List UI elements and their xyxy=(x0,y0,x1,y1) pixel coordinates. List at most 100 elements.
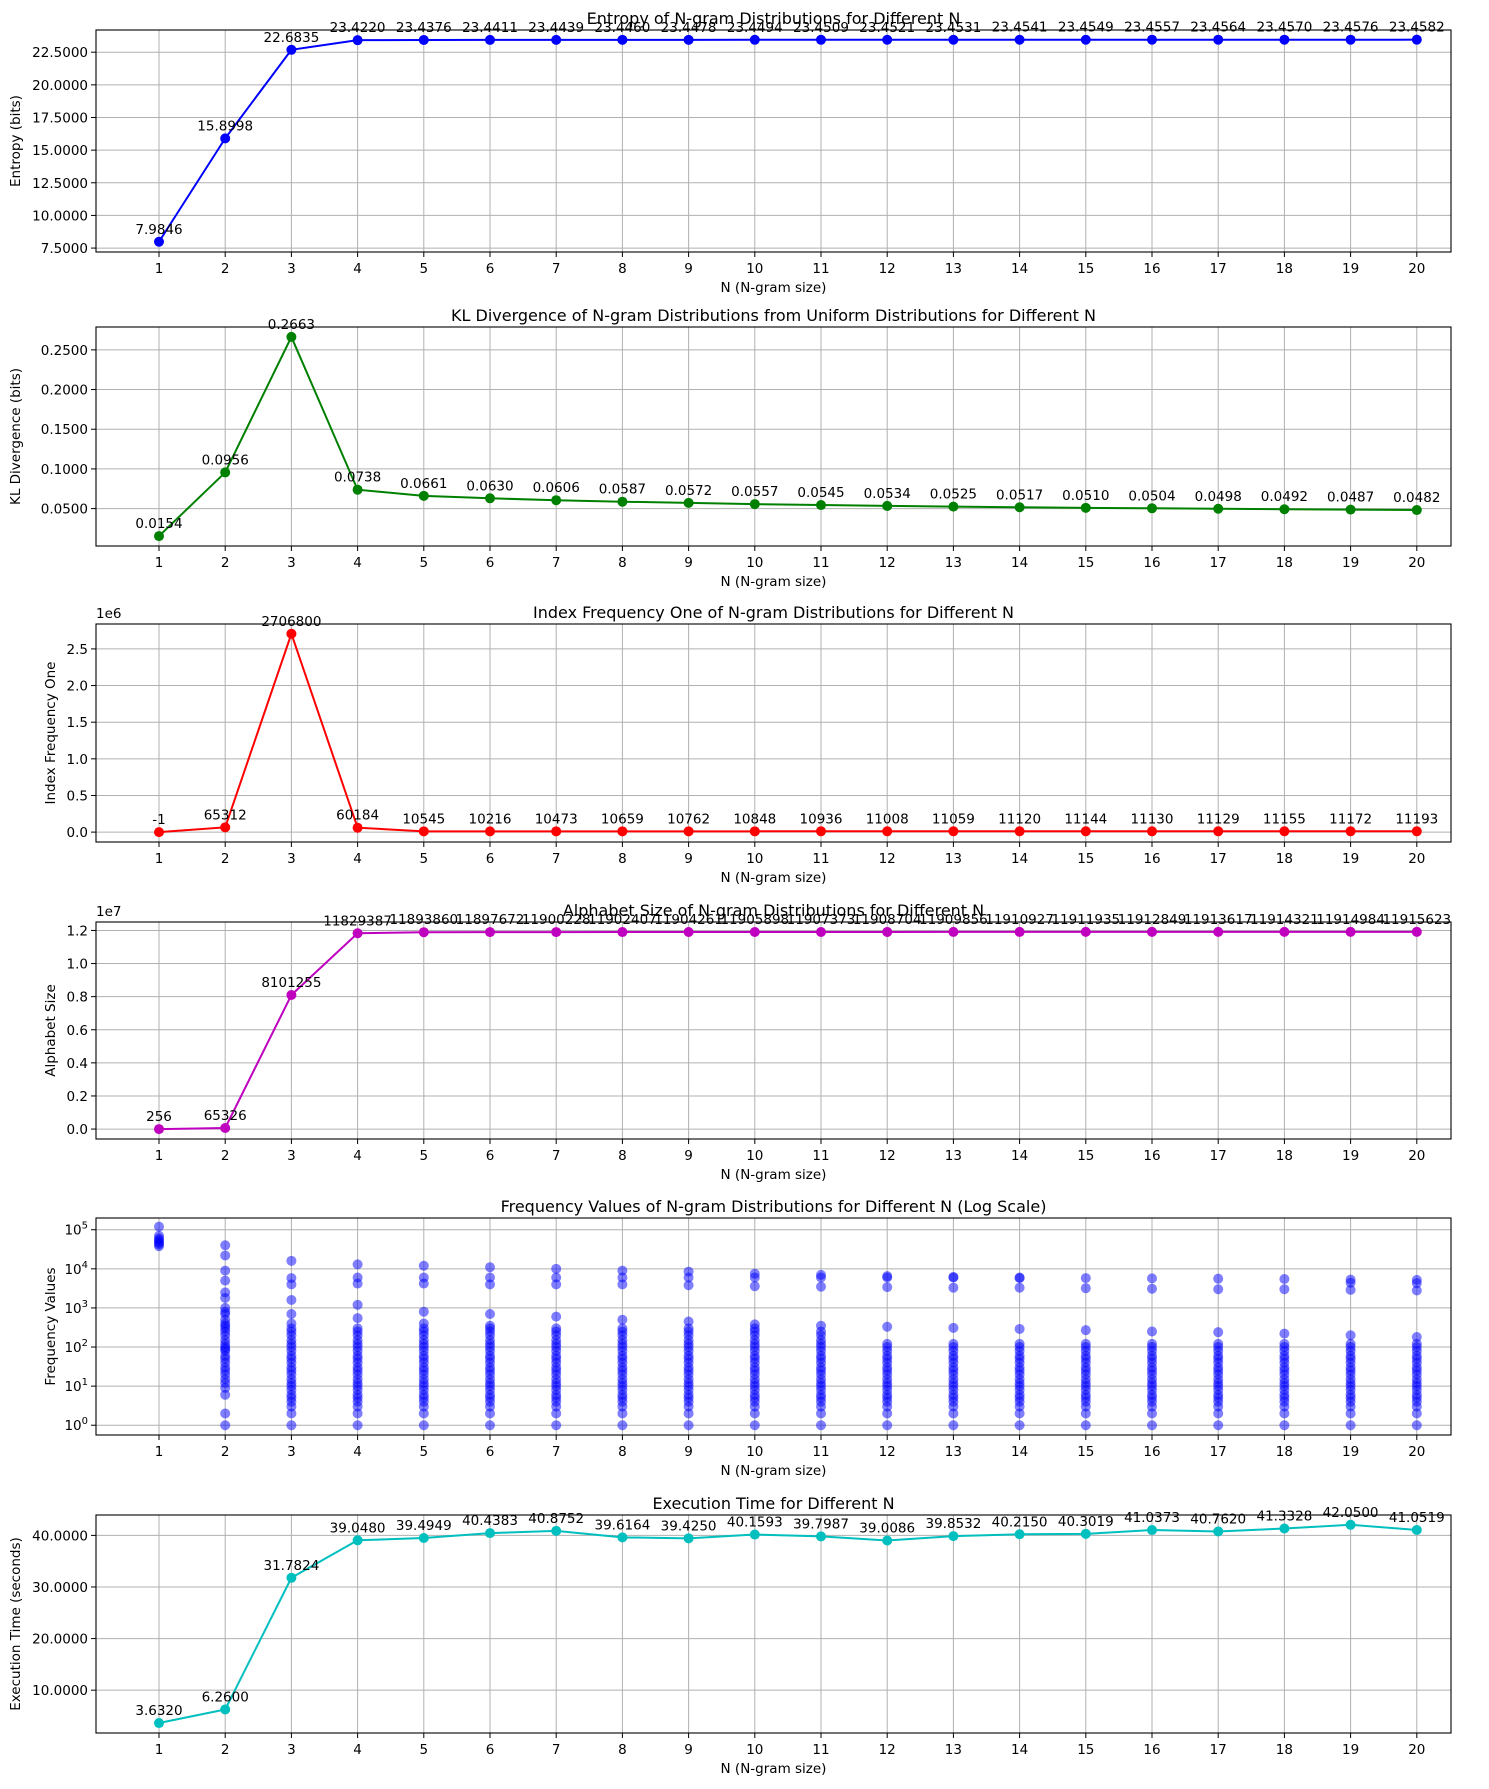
y-tick-label: 0.0500 xyxy=(41,502,88,518)
data-label: 0.0545 xyxy=(797,485,844,501)
x-tick-label: 6 xyxy=(486,851,495,867)
scatter-point xyxy=(816,1408,826,1419)
x-tick-label: 3 xyxy=(287,1148,296,1164)
x-tick-label: 7 xyxy=(552,1148,561,1164)
data-point xyxy=(617,826,628,837)
data-point xyxy=(816,34,826,45)
x-tick-label: 6 xyxy=(486,1444,495,1460)
x-tick-label: 10 xyxy=(746,555,763,571)
data-point xyxy=(1213,826,1224,837)
data-label: 40.3019 xyxy=(1058,1514,1114,1530)
y-tick-label: 101 xyxy=(64,1377,88,1395)
x-tick-label: 20 xyxy=(1408,1444,1425,1460)
scatter-point xyxy=(617,1420,628,1431)
data-label: 41.3328 xyxy=(1256,1509,1312,1525)
y-tick-label: 100 xyxy=(64,1416,88,1434)
data-point xyxy=(749,1529,760,1540)
x-tick-label: 18 xyxy=(1276,1444,1293,1460)
x-tick-label: 11 xyxy=(812,1742,829,1758)
scatter-point xyxy=(1014,1273,1025,1284)
x-tick-label: 20 xyxy=(1408,1742,1425,1758)
data-label: 11911935 xyxy=(1051,912,1120,928)
scatter-point xyxy=(551,1401,562,1412)
scatter-point xyxy=(617,1272,628,1283)
y-tick-label: 0.2500 xyxy=(41,343,88,359)
scatter-point xyxy=(418,1420,429,1431)
scatter-point xyxy=(485,1308,495,1319)
data-label: 0.0510 xyxy=(1062,488,1109,504)
data-label: 11914321 xyxy=(1250,912,1319,928)
data-point xyxy=(551,1525,562,1536)
data-point xyxy=(418,927,429,938)
scatter-point xyxy=(1345,1401,1356,1412)
data-point xyxy=(1014,926,1025,937)
scatter-point xyxy=(551,1311,562,1322)
data-point xyxy=(551,927,562,938)
data-label: 23.4478 xyxy=(661,20,717,36)
y-tick-label: 0.5 xyxy=(67,788,88,804)
scatter-point xyxy=(1147,1326,1157,1337)
data-label: 0.0498 xyxy=(1195,489,1242,505)
x-tick-label: 5 xyxy=(420,1444,429,1460)
scatter-point xyxy=(816,1420,826,1431)
data-point xyxy=(816,500,826,511)
data-point xyxy=(1411,826,1422,837)
data-label: 0.0517 xyxy=(996,487,1043,503)
scatter-point xyxy=(617,1408,628,1419)
data-point xyxy=(882,826,893,837)
data-label: 39.8532 xyxy=(925,1516,981,1532)
data-label: 11144 xyxy=(1064,811,1107,827)
y-tick-label: 105 xyxy=(64,1221,88,1239)
data-point xyxy=(617,34,628,45)
data-label: 39.0086 xyxy=(859,1520,915,1536)
x-tick-label: 11 xyxy=(812,851,829,867)
data-label: 11905898 xyxy=(720,912,789,928)
x-tick-label: 8 xyxy=(618,261,627,277)
data-point xyxy=(352,484,363,495)
x-tick-label: 1 xyxy=(155,261,164,277)
x-tick-label: 19 xyxy=(1342,851,1359,867)
scatter-point xyxy=(1411,1278,1422,1289)
data-label: 65326 xyxy=(204,1108,247,1124)
y-offset-label: 1e6 xyxy=(96,606,121,622)
scatter-point xyxy=(1147,1408,1157,1419)
data-label: 0.0630 xyxy=(466,478,513,494)
data-label: 11913617 xyxy=(1184,912,1253,928)
data-point xyxy=(683,927,694,938)
data-point xyxy=(617,496,628,507)
data-label: 0.0154 xyxy=(135,516,182,532)
data-point xyxy=(220,822,231,833)
data-point xyxy=(683,497,694,508)
x-tick-label: 4 xyxy=(353,851,362,867)
x-tick-label: 14 xyxy=(1011,261,1028,277)
data-label: 23.4439 xyxy=(528,20,584,36)
data-label: 40.4383 xyxy=(462,1513,518,1529)
data-point xyxy=(1279,34,1290,45)
x-tick-label: 7 xyxy=(552,261,561,277)
scatter-point xyxy=(418,1401,429,1412)
scatter-point xyxy=(1411,1401,1422,1412)
data-point xyxy=(1147,926,1157,937)
data-label: 23.4549 xyxy=(1058,20,1114,36)
data-point xyxy=(1080,826,1091,837)
x-tick-label: 8 xyxy=(618,1742,627,1758)
y-tick-label: 1.0 xyxy=(67,752,88,768)
data-point xyxy=(286,628,297,639)
data-point xyxy=(485,493,495,504)
scatter-point xyxy=(418,1306,429,1317)
data-label: 42.0500 xyxy=(1323,1505,1379,1521)
data-label: 11904261 xyxy=(654,912,723,928)
scatter-point xyxy=(286,1308,297,1319)
scatter-point xyxy=(1213,1401,1224,1412)
scatter-point xyxy=(749,1401,760,1412)
data-label: 41.0519 xyxy=(1389,1510,1445,1526)
scatter-point xyxy=(1014,1323,1025,1334)
data-point xyxy=(683,1533,694,1544)
scatter-point xyxy=(948,1420,959,1431)
x-tick-label: 17 xyxy=(1210,851,1227,867)
scatter-point xyxy=(418,1278,429,1289)
data-label: 0.0487 xyxy=(1327,490,1374,506)
data-label: -1 xyxy=(152,812,165,828)
y-tick-label: 2.0 xyxy=(67,679,88,695)
data-point xyxy=(1147,826,1157,837)
